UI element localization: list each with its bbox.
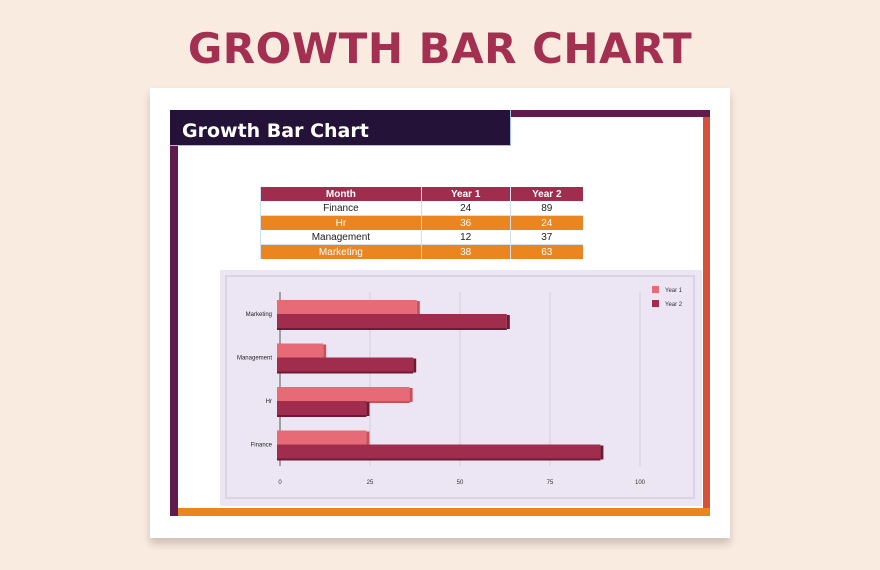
bar-shadow [277,371,414,374]
cell: 36 [420,215,511,230]
right-frame-bar [703,117,710,516]
cell: Finance [260,201,422,216]
bar-side [416,301,420,315]
bar-side [413,358,417,373]
header-year1: Year 1 [420,187,511,201]
bar-year2-marketing [277,314,507,328]
x-tick-label: 100 [635,480,646,486]
bar-shadow [277,458,601,461]
table-row: Marketing 38 63 [260,244,583,259]
cell: 12 [420,230,511,245]
legend-label: Year 2 [665,302,683,308]
y-category-label: Marketing [246,312,272,318]
y-category-label: Management [237,356,272,362]
bar-shadow [277,415,367,417]
x-tick-label: 25 [367,480,374,486]
header-year2: Year 2 [509,187,583,201]
top-frame-bar [510,110,710,117]
bar-side [409,388,413,402]
bar-year1-hr [277,387,410,401]
page-title: GROWTH BAR CHART [187,24,693,73]
left-frame-bar [170,110,178,516]
cell: Marketing [260,244,422,259]
bar-year1-marketing [277,300,417,314]
bar-year2-finance [277,444,601,459]
table-row: Management 12 37 [260,230,583,245]
bar-year1-finance [277,430,367,445]
bottom-frame-bar [178,508,710,516]
y-category-label: Finance [251,443,273,449]
x-tick-label: 50 [457,480,464,486]
cell: 38 [420,244,511,259]
data-table: Month Year 1 Year 2 Finance 24 89 Hr 36 24 M… [260,187,583,259]
bar-year2-management [277,357,414,372]
bar-side [506,315,510,329]
cell: 63 [509,244,583,259]
bar-side [600,445,604,460]
cell: 24 [509,215,583,230]
cell: Hr [260,215,422,230]
y-category-label: Hr [266,399,272,405]
header-month: Month [260,187,422,201]
x-tick-label: 75 [547,480,554,486]
sheet-title: Growth Bar Chart [182,120,369,142]
bar-side [366,402,370,416]
bar-chart: 0 25 50 75 100 Finance Hr Management Marketing Ye… [220,270,702,506]
bar-year1-management [277,343,324,358]
cell: Management [260,230,422,245]
cell: 89 [509,201,583,216]
sheet-header: Growth Bar Chart [170,110,511,146]
legend-swatch [652,286,659,293]
legend-label: Year 1 [665,288,683,294]
cell: 37 [509,230,583,245]
table-header-row: Month Year 1 Year 2 [260,187,583,201]
bar-year2-hr [277,401,367,415]
bar-side [323,344,327,359]
cell: 24 [420,201,511,216]
legend-swatch [652,300,659,307]
bar-shadow [277,328,507,330]
table-row: Finance 24 89 [260,201,583,216]
bar-side [366,431,370,446]
x-tick-label: 0 [278,480,282,486]
table-row: Hr 36 24 [260,215,583,230]
